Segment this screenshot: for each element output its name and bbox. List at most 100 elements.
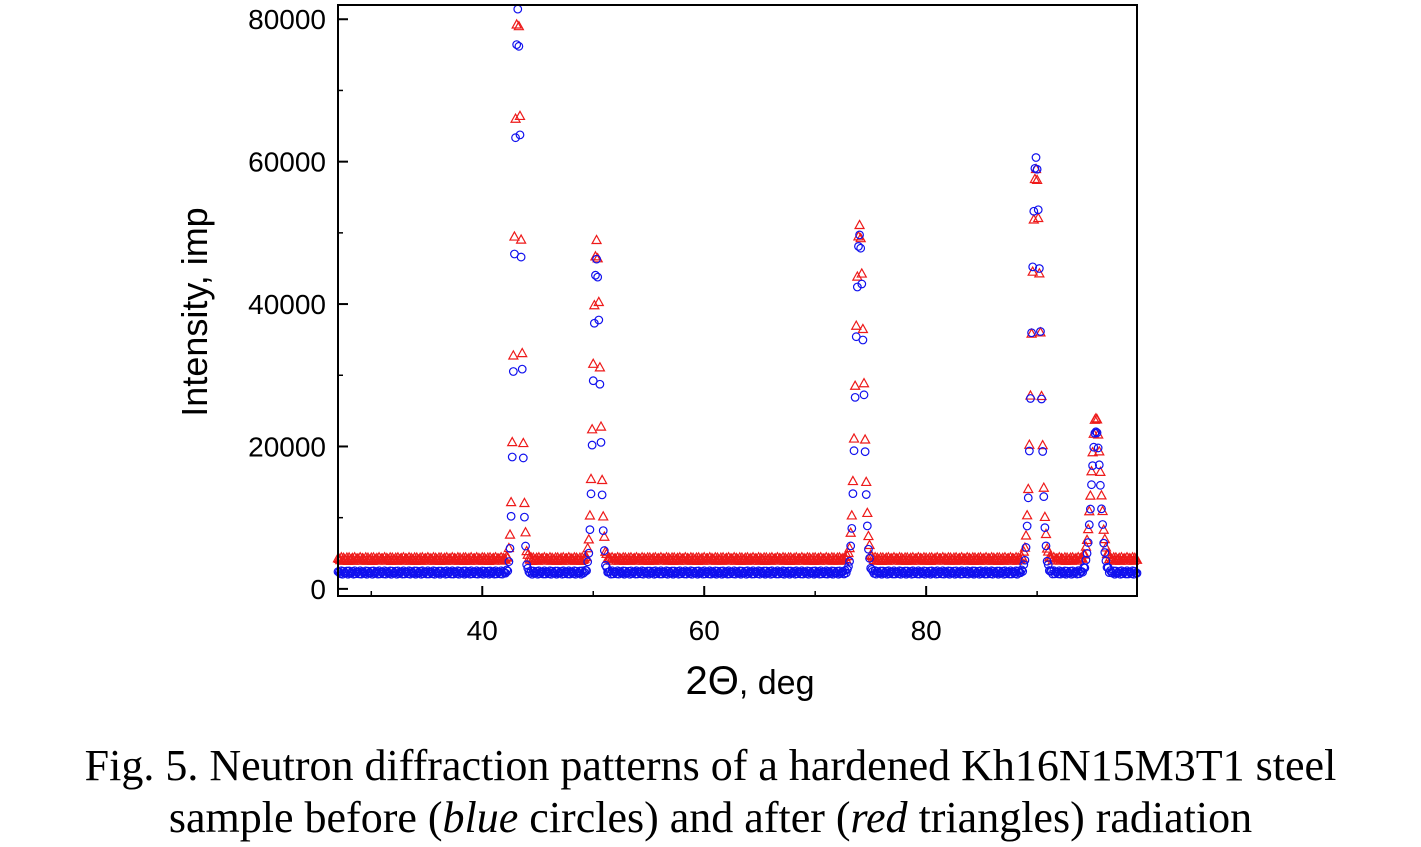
data-point-triangle <box>1032 212 1044 223</box>
data-point-circle <box>1022 521 1032 531</box>
data-point-triangle <box>627 553 639 564</box>
data-point-triangle <box>846 509 858 520</box>
data-point-circle <box>507 452 517 462</box>
data-point-triangle <box>583 533 595 544</box>
x-tick-label: 40 <box>467 615 498 646</box>
data-point-triangle <box>1087 446 1099 457</box>
data-point-triangle <box>851 270 863 281</box>
data-point-circle <box>596 437 606 447</box>
data-point-triangle <box>1038 481 1050 492</box>
data-point-circle <box>1017 565 1026 575</box>
data-point-circle <box>1095 480 1105 490</box>
data-point-circle <box>1093 443 1103 453</box>
data-point-triangle <box>1091 413 1103 424</box>
data-point-circle <box>511 133 520 143</box>
data-point-triangle <box>1021 509 1033 520</box>
data-point-circle <box>1028 262 1038 272</box>
data-point-circle <box>516 252 526 262</box>
data-point-circle <box>1033 205 1043 215</box>
data-point-circle <box>1084 520 1094 530</box>
data-point-triangle <box>857 323 869 334</box>
data-point-triangle <box>515 233 527 244</box>
data-point-triangle <box>591 234 603 245</box>
data-point-circle <box>1023 493 1033 503</box>
caption-line-2-part-c: circles) and after ( <box>518 793 851 842</box>
data-point-circle <box>1020 555 1030 565</box>
data-point-triangle <box>1020 529 1032 540</box>
data-point-triangle <box>856 267 868 278</box>
data-point-circle <box>855 230 864 240</box>
data-point-circle <box>1097 504 1106 514</box>
data-point-circle <box>517 364 527 374</box>
data-point-triangle <box>585 473 597 484</box>
data-point-circle <box>1041 541 1051 551</box>
data-point-triangle <box>584 509 596 520</box>
data-point-circle <box>595 379 605 389</box>
data-point-circle <box>599 546 609 555</box>
data-point-triangle <box>511 18 523 29</box>
data-point-triangle <box>854 219 866 230</box>
data-point-triangle <box>513 20 525 31</box>
data-point-circle <box>513 4 523 14</box>
data-point-triangle <box>1085 465 1098 476</box>
data-point-triangle <box>744 553 756 564</box>
plot-frame <box>337 4 1138 597</box>
caption-line-2-blue: blue <box>442 793 519 842</box>
data-point-circle <box>1018 567 1028 576</box>
data-point-circle <box>583 557 593 567</box>
data-point-circle <box>505 543 515 553</box>
data-point-circle <box>1026 394 1035 403</box>
data-point-circle <box>1099 538 1109 548</box>
data-point-triangle <box>1098 523 1110 534</box>
data-point-triangle <box>514 110 526 121</box>
data-point-triangle <box>603 552 615 563</box>
y-axis-title: Intensity, imp <box>174 207 215 416</box>
data-point-triangle <box>864 539 876 550</box>
data-point-triangle <box>1079 548 1091 559</box>
data-point-circle <box>1082 548 1092 558</box>
data-point-triangle <box>861 507 873 518</box>
data-point-triangle <box>1099 533 1111 544</box>
data-point-circle <box>518 453 528 463</box>
data-point-circle <box>864 544 873 554</box>
data-point-circle <box>1089 442 1099 452</box>
data-point-circle <box>504 557 514 567</box>
caption-line-2-red: red <box>850 793 908 842</box>
data-point-circle <box>1032 164 1042 174</box>
data-point-circle <box>861 490 871 499</box>
data-point-triangle <box>588 299 600 310</box>
data-point-triangle <box>1023 438 1035 449</box>
data-point-triangle <box>582 542 594 553</box>
data-point-triangle <box>858 377 870 388</box>
data-point-triangle <box>1033 267 1045 278</box>
x-axis-title: 2Θ, deg <box>686 659 815 703</box>
data-point-triangle <box>504 528 516 539</box>
data-point-circle <box>586 489 596 499</box>
data-point-triangle <box>586 423 598 434</box>
data-point-circle <box>1037 394 1046 404</box>
data-point-triangle <box>1029 173 1041 184</box>
x-tick-label: 80 <box>911 615 942 646</box>
data-point-triangle <box>1084 489 1096 500</box>
y-tick-label: 20000 <box>248 431 326 462</box>
data-point-triangle <box>1083 505 1095 516</box>
data-point-circle <box>584 548 594 558</box>
data-point-triangle <box>862 530 874 541</box>
data-point-circle <box>588 376 598 386</box>
data-point-circle <box>844 561 853 571</box>
data-point-triangle <box>517 437 529 448</box>
data-point-circle <box>512 40 522 50</box>
y-tick-label: 60000 <box>248 147 326 178</box>
data-point-circle <box>503 566 513 576</box>
data-point-circle <box>521 541 530 551</box>
data-point-triangle <box>1094 466 1106 476</box>
data-point-triangle <box>842 547 854 558</box>
data-point-circle <box>592 254 601 264</box>
caption-line-2-part-e: triangles) radiation <box>907 793 1253 842</box>
data-point-triangle <box>1031 174 1043 185</box>
data-point-circle <box>1098 520 1107 529</box>
data-point-circle <box>852 282 862 292</box>
data-point-circle <box>585 525 595 535</box>
data-point-triangle <box>521 545 533 556</box>
